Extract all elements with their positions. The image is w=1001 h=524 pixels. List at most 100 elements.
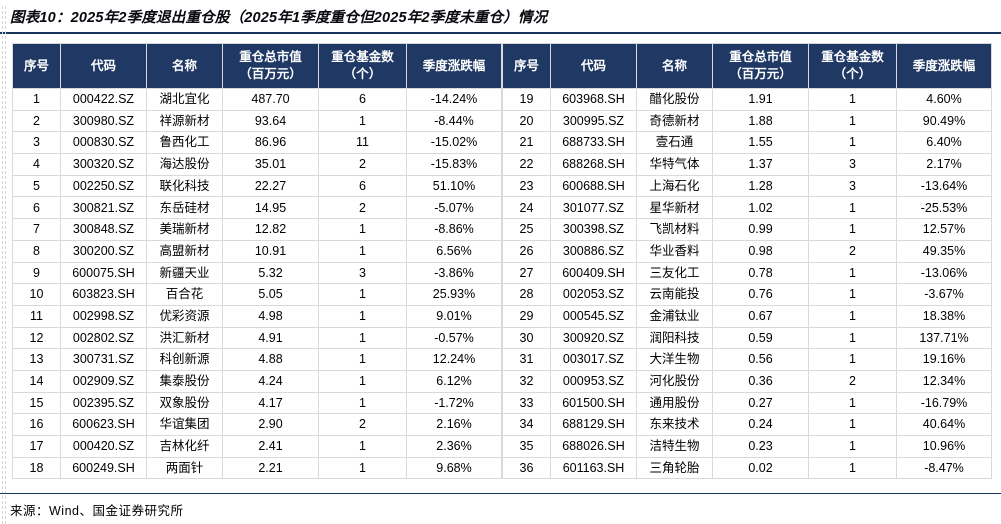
cell-quarter-change: 40.64% xyxy=(896,413,992,436)
cell-fund-count: 1 xyxy=(808,326,897,350)
cell-index: 14 xyxy=(12,369,61,393)
cell-market-value: 2.21 xyxy=(222,456,319,480)
cell-name: 海达股份 xyxy=(146,153,223,176)
cell-quarter-change: -8.86% xyxy=(406,218,502,241)
table-row: 21 688733.SH 壹石通 1.55 1 6.40% xyxy=(502,131,992,155)
table-row: 30 300920.SZ 润阳科技 0.59 1 137.71% xyxy=(502,326,992,350)
cell-market-value: 0.56 xyxy=(712,348,809,371)
col-header-code: 代码 xyxy=(60,43,147,89)
table-row: 12 002802.SZ 洪汇新材 4.91 1 -0.57% xyxy=(12,326,502,350)
table-row: 14 002909.SZ 集泰股份 4.24 1 6.12% xyxy=(12,369,502,393)
cell-fund-count: 1 xyxy=(318,456,407,480)
table-row: 25 300398.SZ 飞凯材料 0.99 1 12.57% xyxy=(502,218,992,241)
cell-quarter-change: 25.93% xyxy=(406,283,502,306)
cell-market-value: 0.67 xyxy=(712,304,809,328)
cell-market-value: 1.02 xyxy=(712,196,809,220)
cell-index: 26 xyxy=(502,239,551,263)
table-row: 1 000422.SZ 湖北宜化 487.70 6 -14.24% xyxy=(12,88,502,111)
cell-code: 300398.SZ xyxy=(550,218,637,241)
cell-code: 601500.SH xyxy=(550,391,637,415)
cell-name: 东来技术 xyxy=(636,413,713,436)
cell-market-value: 0.59 xyxy=(712,326,809,350)
cell-quarter-change: -13.06% xyxy=(896,261,992,285)
cell-code: 000422.SZ xyxy=(60,88,147,111)
cell-quarter-change: -5.07% xyxy=(406,196,502,220)
cell-market-value: 0.27 xyxy=(712,391,809,415)
cell-code: 300821.SZ xyxy=(60,196,147,220)
cell-fund-count: 2 xyxy=(318,196,407,220)
cell-code: 003017.SZ xyxy=(550,348,637,371)
cell-index: 32 xyxy=(502,369,551,393)
cell-fund-count: 1 xyxy=(318,369,407,393)
cell-quarter-change: 9.01% xyxy=(406,304,502,328)
cell-market-value: 0.23 xyxy=(712,435,809,458)
cell-index: 16 xyxy=(12,413,61,436)
table-row: 35 688026.SH 洁特生物 0.23 1 10.96% xyxy=(502,435,992,458)
cell-index: 20 xyxy=(502,109,551,133)
cell-code: 301077.SZ xyxy=(550,196,637,220)
cell-code: 601163.SH xyxy=(550,456,637,480)
table-row: 33 601500.SH 通用股份 0.27 1 -16.79% xyxy=(502,391,992,415)
table-row: 10 603823.SH 百合花 5.05 1 25.93% xyxy=(12,283,502,306)
table-row: 20 300995.SZ 奇德新材 1.88 1 90.49% xyxy=(502,109,992,133)
cell-market-value: 0.99 xyxy=(712,218,809,241)
cell-index: 23 xyxy=(502,174,551,198)
cell-quarter-change: 2.16% xyxy=(406,413,502,436)
cell-quarter-change: 9.68% xyxy=(406,456,502,480)
cell-fund-count: 1 xyxy=(808,391,897,415)
cell-code: 600688.SH xyxy=(550,174,637,198)
cell-name: 美瑞新材 xyxy=(146,218,223,241)
cell-quarter-change: -3.67% xyxy=(896,283,992,306)
cell-quarter-change: 6.56% xyxy=(406,239,502,263)
table-row: 29 000545.SZ 金浦钛业 0.67 1 18.38% xyxy=(502,304,992,328)
cell-code: 300320.SZ xyxy=(60,153,147,176)
cell-market-value: 4.17 xyxy=(222,391,319,415)
table-row: 7 300848.SZ 美瑞新材 12.82 1 -8.86% xyxy=(12,218,502,241)
col-header-index: 序号 xyxy=(502,43,551,89)
cell-market-value: 12.82 xyxy=(222,218,319,241)
cell-market-value: 35.01 xyxy=(222,153,319,176)
cell-quarter-change: 19.16% xyxy=(896,348,992,371)
cell-market-value: 0.78 xyxy=(712,261,809,285)
cell-fund-count: 2 xyxy=(808,369,897,393)
source-note: 来源：Wind、国金证券研究所 xyxy=(10,504,184,518)
table-row: 27 600409.SH 三友化工 0.78 1 -13.06% xyxy=(502,261,992,285)
cell-name: 星华新材 xyxy=(636,196,713,220)
cell-quarter-change: 49.35% xyxy=(896,239,992,263)
cell-index: 24 xyxy=(502,196,551,220)
cell-market-value: 4.91 xyxy=(222,326,319,350)
cell-fund-count: 1 xyxy=(808,218,897,241)
cell-fund-count: 3 xyxy=(808,153,897,176)
col-header-name: 名称 xyxy=(146,43,223,89)
cell-market-value: 1.28 xyxy=(712,174,809,198)
table-row: 15 002395.SZ 双象股份 4.17 1 -1.72% xyxy=(12,391,502,415)
cell-quarter-change: 10.96% xyxy=(896,435,992,458)
cell-code: 603823.SH xyxy=(60,283,147,306)
table-row: 28 002053.SZ 云南能投 0.76 1 -3.67% xyxy=(502,283,992,306)
cell-quarter-change: -8.44% xyxy=(406,109,502,133)
cell-name: 三角轮胎 xyxy=(636,456,713,480)
cell-index: 6 xyxy=(12,196,61,220)
cell-fund-count: 2 xyxy=(318,413,407,436)
cell-fund-count: 3 xyxy=(808,174,897,198)
cell-name: 云南能投 xyxy=(636,283,713,306)
cell-market-value: 4.88 xyxy=(222,348,319,371)
cell-market-value: 1.91 xyxy=(712,88,809,111)
cell-name: 吉林化纤 xyxy=(146,435,223,458)
cell-name: 金浦钛业 xyxy=(636,304,713,328)
col-header-change: 季度涨跌幅 xyxy=(406,43,502,89)
cell-code: 603968.SH xyxy=(550,88,637,111)
cell-fund-count: 1 xyxy=(808,131,897,155)
cell-fund-count: 2 xyxy=(318,153,407,176)
cell-name: 大洋生物 xyxy=(636,348,713,371)
header-row: 序号 代码 名称 重仓总市值 （百万元） 重仓基金数 （个） 季度涨跌幅 xyxy=(502,43,992,89)
cell-name: 湖北宜化 xyxy=(146,88,223,111)
cell-name: 华业香料 xyxy=(636,239,713,263)
cell-quarter-change: 12.57% xyxy=(896,218,992,241)
cell-code: 002909.SZ xyxy=(60,369,147,393)
cell-market-value: 0.36 xyxy=(712,369,809,393)
table-row: 4 300320.SZ 海达股份 35.01 2 -15.83% xyxy=(12,153,502,176)
col-header-code: 代码 xyxy=(550,43,637,89)
cell-code: 000953.SZ xyxy=(550,369,637,393)
col-header-name: 名称 xyxy=(636,43,713,89)
